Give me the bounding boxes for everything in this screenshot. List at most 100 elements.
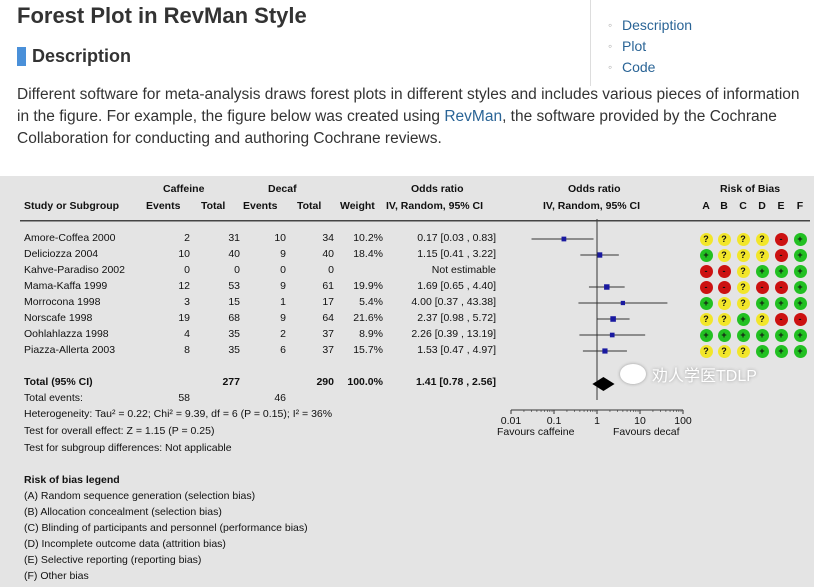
toc-link-description[interactable]: Description [622,17,693,33]
rob-dot: + [755,345,769,358]
point-estimate [561,236,567,242]
study-ci: 1.15 [0.41 , 3.22] [417,248,496,260]
header-odds-ratio-plot: Odds ratio [568,183,621,195]
decaf-events: 9 [280,312,286,324]
overall-effect-text: Test for overall effect: Z = 1.15 (P = 0… [24,425,215,437]
rob-dot: ? [699,233,713,246]
decaf-total: 34 [322,232,334,244]
header-weight: Weight [340,200,375,212]
x-tick-label: 0.01 [501,415,522,427]
header-decaf-events: Events [243,200,278,212]
decaf-events: 2 [280,328,286,340]
legend-item-c: (C) Blinding of participants and personn… [24,522,308,534]
rob-dot: ? [736,249,750,262]
legend-item-f: (F) Other bias [24,570,89,582]
x-tick-label: 0.1 [547,415,562,427]
favours-right-label: Favours decaf [613,426,680,438]
rob-dot: - [699,281,713,294]
legend-item-a: (A) Random sequence generation (selectio… [24,490,256,502]
x-tick-label: 1 [594,415,600,427]
study-name: Mama-Kaffa 1999 [24,280,108,292]
toc-link-code[interactable]: Code [622,59,656,75]
decaf-total: 17 [322,296,334,308]
legend-item-d: (D) Incomplete outcome data (attrition b… [24,538,226,550]
caffeine-total: 35 [228,344,240,356]
header-study: Study or Subgroup [24,200,120,212]
decaf-total: 40 [322,248,334,260]
caffeine-events: 2 [184,232,190,244]
study-weight: 8.9% [359,328,383,340]
rob-dot: + [793,345,807,358]
rob-dot: + [699,297,713,310]
rob-dot: ? [736,297,750,310]
toc-bullet: ◦ [608,60,613,74]
caffeine-total: 0 [234,264,240,276]
rob-dot: + [736,313,750,326]
caffeine-events: 10 [178,248,190,260]
study-name: Deliciozza 2004 [24,248,99,260]
rob-dot: ? [699,313,713,326]
rob-dot: - [774,233,788,246]
point-estimate [610,316,616,322]
rob-dot: + [755,297,769,310]
rob-dot: - [793,313,807,326]
study-name: Kahve-Paradiso 2002 [24,264,125,276]
header-decaf: Decaf [268,183,297,195]
rob-dot: - [755,281,769,294]
revman-link[interactable]: RevMan [444,108,503,125]
legend-item-b: (B) Allocation concealment (selection bi… [24,506,222,518]
rob-dot: ? [717,313,731,326]
toc-bullet: ◦ [608,39,613,53]
decaf-total: 64 [322,312,334,324]
rob-dot: + [774,265,788,278]
rob-dot: + [793,265,807,278]
rob-dot: ? [736,265,750,278]
study-weight: 18.4% [353,248,383,260]
decaf-total: 0 [328,264,334,276]
decaf-events: 9 [280,248,286,260]
rob-dot: - [717,281,731,294]
rob-dot: ? [717,345,731,358]
caffeine-events: 4 [184,328,190,340]
watermark-text: 劝人学医TDLP [652,368,757,385]
description-paragraph: Different software for meta-analysis dra… [17,84,807,150]
rob-dot: - [699,265,713,278]
rob-dot: + [793,329,807,342]
study-weight: 21.6% [353,312,383,324]
legend-item-e: (E) Selective reporting (reporting bias) [24,554,202,566]
study-name: Morrocona 1998 [24,296,101,308]
study-ci: 2.37 [0.98 , 5.72] [417,312,496,324]
study-name: Amore-Coffea 2000 [24,232,116,244]
study-ci: 1.69 [0.65 , 4.40] [417,280,496,292]
rob-letter-d: D [758,200,766,212]
study-ci: Not estimable [431,264,496,276]
decaf-events: 10 [274,232,286,244]
rob-dot: ? [736,233,750,246]
header-or-plot-method: IV, Random, 95% CI [543,200,641,212]
point-estimate [604,284,610,290]
rob-dot: + [793,281,807,294]
rob-dot: + [774,297,788,310]
toc-link-plot[interactable]: Plot [622,38,647,54]
caffeine-total: 40 [228,248,240,260]
decaf-events: 6 [280,344,286,356]
study-ci: 2.26 [0.39 , 13.19] [411,328,496,340]
rob-letter-a: A [702,200,710,212]
rob-letter-c: C [739,200,747,212]
rob-dot: ? [736,345,750,358]
caffeine-total: 15 [228,296,240,308]
total-label: Total (95% CI) [24,376,93,388]
rob-dot: + [793,233,807,246]
study-ci: 0.17 [0.03 , 0.83] [417,232,496,244]
section-marker [17,47,26,66]
total-events-decaf: 46 [274,392,286,404]
rob-dot: ? [755,233,769,246]
caffeine-total: 53 [228,280,240,292]
rob-dot: + [755,329,769,342]
study-weight: 15.7% [353,344,383,356]
x-tick-label: 10 [634,415,646,427]
study-weight: 19.9% [353,280,383,292]
subgroup-diff-text: Test for subgroup differences: Not appli… [24,442,232,454]
header-or-method: IV, Random, 95% CI [386,200,484,212]
description-text-2: , the software provided by the Cochrane … [17,108,777,147]
